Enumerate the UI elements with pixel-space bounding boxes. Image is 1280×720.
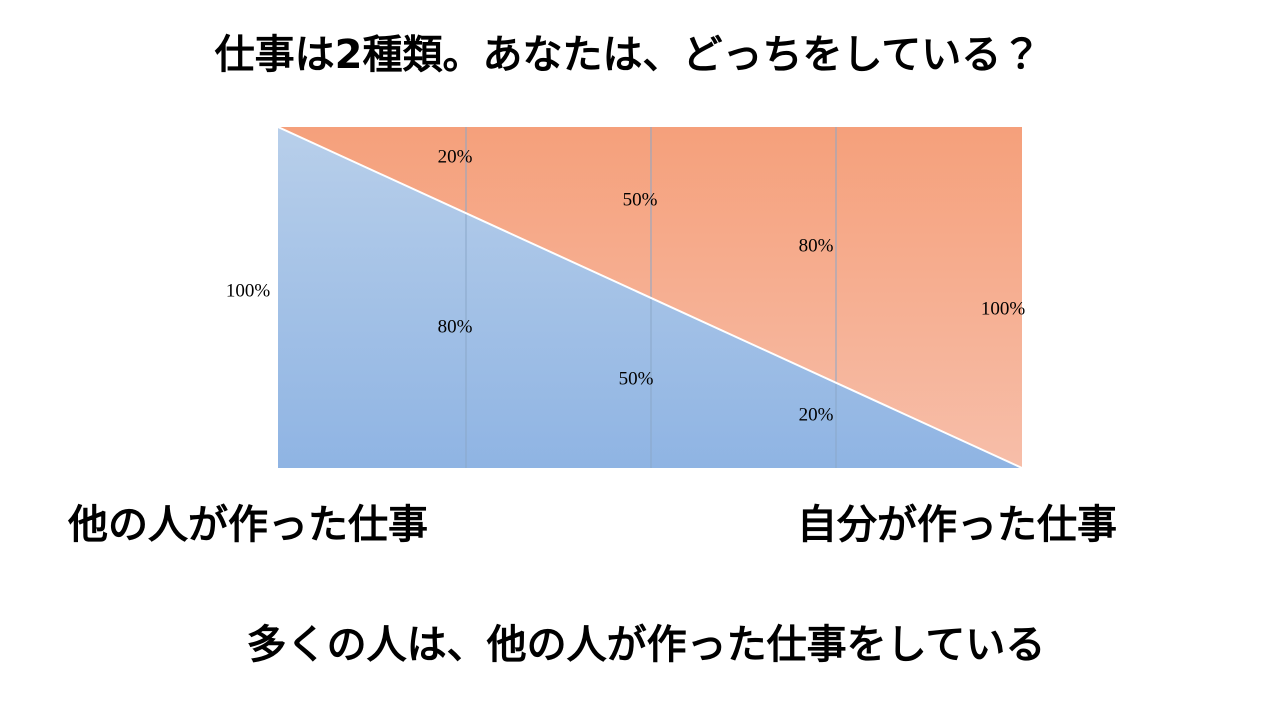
- top-label: 80%: [799, 235, 834, 256]
- edge-label: 100%: [226, 280, 271, 301]
- edge-label: 100%: [981, 298, 1026, 319]
- diagram: 100% 100% 20% 50% 80% 80% 50% 20%: [226, 126, 1026, 469]
- bottom-label: 20%: [799, 404, 834, 425]
- diagonal: [277, 126, 1023, 469]
- title: 仕事は2種類。あなたは、どっちをしている？: [215, 32, 1042, 78]
- conclusion: 多くの人は、他の人が作った仕事をしている: [247, 622, 1046, 668]
- bottom-label: 50%: [619, 368, 654, 389]
- right-caption: 自分が作った仕事: [797, 502, 1117, 548]
- top-label: 50%: [623, 189, 658, 210]
- top-label: 20%: [438, 146, 473, 167]
- left-caption: 他の人が作った仕事: [67, 502, 428, 548]
- bottom-label: 80%: [438, 316, 473, 337]
